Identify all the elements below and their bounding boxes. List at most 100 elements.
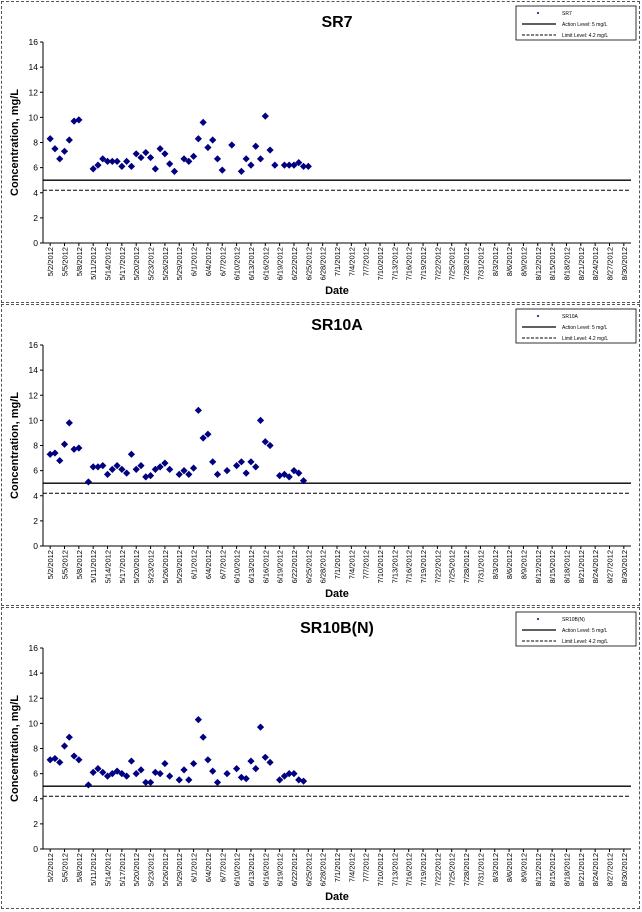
chart-1-y-tick-label: 6 bbox=[33, 466, 38, 476]
chart-0-x-tick-label: 7/19/2012 bbox=[419, 247, 428, 280]
chart-0-data-point bbox=[103, 157, 112, 165]
chart-0-data-point bbox=[156, 145, 164, 153]
chart-1-data-point bbox=[213, 470, 222, 478]
chart-1-y-tick-label: 16 bbox=[29, 340, 39, 350]
chart-0-y-tick-label: 10 bbox=[29, 112, 39, 122]
chart-2-x-tick-label: 7/31/2012 bbox=[476, 853, 485, 886]
chart-2-data-point bbox=[247, 757, 255, 765]
chart-1-data-point bbox=[266, 441, 274, 450]
chart-2-data-point bbox=[175, 776, 183, 784]
chart-0-data-point bbox=[99, 155, 107, 163]
chart-1-x-tick-label: 5/5/2012 bbox=[61, 550, 70, 579]
chart-panel-sr10a: SR10A 0 2 4 6 8 10 12 14 16 5/2/2012 5/5/2012 5/8/20… bbox=[1, 304, 640, 606]
chart-0-x-tick-label: 6/4/2012 bbox=[204, 247, 213, 276]
chart-0-y-tick-label: 2 bbox=[33, 213, 38, 223]
chart-0-x-tick-label: 6/28/2012 bbox=[319, 247, 328, 280]
chart-0-x-tick-label: 8/21/2012 bbox=[577, 247, 586, 280]
chart-0-data-point bbox=[113, 157, 121, 165]
chart-1-x-tick-label: 5/17/2012 bbox=[118, 550, 127, 583]
chart-1-data-point bbox=[103, 470, 112, 478]
chart-1-x-tick-label: 5/14/2012 bbox=[104, 550, 113, 583]
chart-2-x-tick-label: 8/6/2012 bbox=[505, 853, 514, 882]
chart-2-data-point bbox=[213, 778, 222, 787]
chart-0-x-tick-label: 7/13/2012 bbox=[390, 247, 399, 280]
chart-0-x-tick-label: 5/20/2012 bbox=[132, 247, 141, 280]
chart-1-legend-marker bbox=[536, 314, 540, 318]
chart-0-data-point bbox=[228, 141, 236, 149]
chart-2-y-tick-label: 8 bbox=[33, 744, 38, 754]
chart-1-x-tick-label: 7/16/2012 bbox=[405, 550, 414, 583]
chart-2-x-tick-label: 5/2/2012 bbox=[46, 853, 55, 882]
chart-1-x-tick-label: 7/4/2012 bbox=[347, 550, 356, 579]
chart-1-data-point bbox=[295, 469, 303, 477]
chart-0-x-tick-label: 6/1/2012 bbox=[190, 247, 199, 276]
chart-2-y-axis-label: Concentration, mg/L bbox=[9, 695, 21, 802]
chart-1-y-tick-label: 4 bbox=[33, 491, 38, 501]
chart-2-x-tick-label: 7/7/2012 bbox=[362, 853, 371, 882]
chart-0-legend-label: SR7 bbox=[562, 11, 572, 17]
chart-1-data-point bbox=[185, 470, 193, 478]
chart-0-data-point bbox=[60, 147, 69, 155]
chart-2-data-point bbox=[223, 770, 231, 778]
chart-2-x-tick-label: 8/15/2012 bbox=[548, 853, 557, 886]
chart-1-y-tick-label: 2 bbox=[33, 516, 38, 526]
chart-2-x-tick-label: 6/7/2012 bbox=[218, 853, 227, 882]
chart-0-data-point bbox=[242, 155, 250, 163]
chart-2-legend-marker bbox=[536, 617, 540, 621]
chart-0-legend-label: Limit Level: 4.2 mg/L bbox=[562, 33, 608, 39]
chart-0-x-tick-label: 6/7/2012 bbox=[218, 247, 227, 276]
chart-2-data-point bbox=[299, 777, 308, 785]
chart-2-data-point bbox=[137, 766, 145, 774]
chart-0-data-point bbox=[161, 150, 169, 158]
chart-1-data-point bbox=[261, 438, 269, 446]
chart-1-x-tick-label: 5/8/2012 bbox=[75, 550, 84, 579]
chart-0-data-point bbox=[46, 135, 54, 143]
chart-1-x-tick-label: 8/15/2012 bbox=[548, 550, 557, 583]
chart-0-legend-box bbox=[515, 5, 637, 41]
chart-1-x-tick-label: 7/22/2012 bbox=[433, 550, 442, 583]
chart-2-x-tick-label: 8/18/2012 bbox=[562, 853, 571, 886]
chart-0-data-point bbox=[75, 116, 83, 124]
chart-2-title: SR10B(N) bbox=[300, 620, 374, 637]
chart-0-x-tick-label: 5/5/2012 bbox=[61, 247, 70, 276]
chart-0-data-point bbox=[280, 161, 289, 169]
chart-0-x-tick-label: 5/23/2012 bbox=[147, 247, 156, 280]
chart-1-data-point bbox=[290, 467, 298, 475]
chart-1-data-point bbox=[223, 467, 231, 475]
chart-0-x-tick-label: 8/6/2012 bbox=[505, 247, 514, 276]
chart-2-legend-box bbox=[515, 611, 637, 647]
chart-2-legend-label: Limit Level: 4.2 mg/L bbox=[562, 639, 608, 645]
chart-svg-sr10a: SR10A 0 2 4 6 8 10 12 14 16 5/2/2012 5/5/2012 5/8/20… bbox=[9, 308, 637, 600]
chart-2-x-tick-label: 7/13/2012 bbox=[390, 853, 399, 886]
chart-2-data-point bbox=[285, 770, 293, 778]
chart-0-y-tick-label: 16 bbox=[29, 37, 39, 47]
chart-0-data-point bbox=[170, 167, 179, 175]
chart-0-title: SR7 bbox=[321, 14, 352, 31]
chart-1-x-tick-label: 7/31/2012 bbox=[476, 550, 485, 583]
chart-2-data-point bbox=[156, 770, 164, 778]
chart-1-x-tick-label: 7/10/2012 bbox=[376, 550, 385, 583]
chart-2-y-tick-label: 12 bbox=[29, 693, 39, 703]
chart-1-x-tick-label: 8/24/2012 bbox=[591, 550, 600, 583]
chart-2-x-tick-label: 5/11/2012 bbox=[89, 853, 98, 886]
chart-0-y-tick-label: 8 bbox=[33, 138, 38, 148]
chart-0-data-point bbox=[123, 157, 131, 165]
chart-2-data-point bbox=[132, 770, 140, 778]
chart-2-data-point bbox=[252, 765, 260, 773]
chart-1-x-tick-label: 5/2/2012 bbox=[46, 550, 55, 579]
chart-2-data-point bbox=[233, 765, 241, 773]
chart-0-x-tick-label: 5/29/2012 bbox=[175, 247, 184, 280]
chart-1-title: SR10A bbox=[311, 317, 363, 334]
chart-0-x-tick-label: 8/12/2012 bbox=[534, 247, 543, 280]
chart-2-x-tick-label: 5/14/2012 bbox=[104, 853, 113, 886]
chart-1-data-point bbox=[242, 469, 250, 477]
chart-0-data-point bbox=[299, 162, 308, 170]
chart-1-legend-label: Action Level: 5 mg/L bbox=[562, 325, 608, 331]
chart-0-data-point bbox=[295, 159, 303, 167]
chart-2-x-tick-label: 7/19/2012 bbox=[419, 853, 428, 886]
chart-1-x-tick-label: 8/3/2012 bbox=[491, 550, 500, 579]
chart-0-data-point bbox=[89, 165, 97, 173]
chart-0-data-point bbox=[151, 165, 159, 173]
chart-1-data-point bbox=[189, 464, 198, 472]
chart-1-data-point bbox=[209, 458, 217, 466]
